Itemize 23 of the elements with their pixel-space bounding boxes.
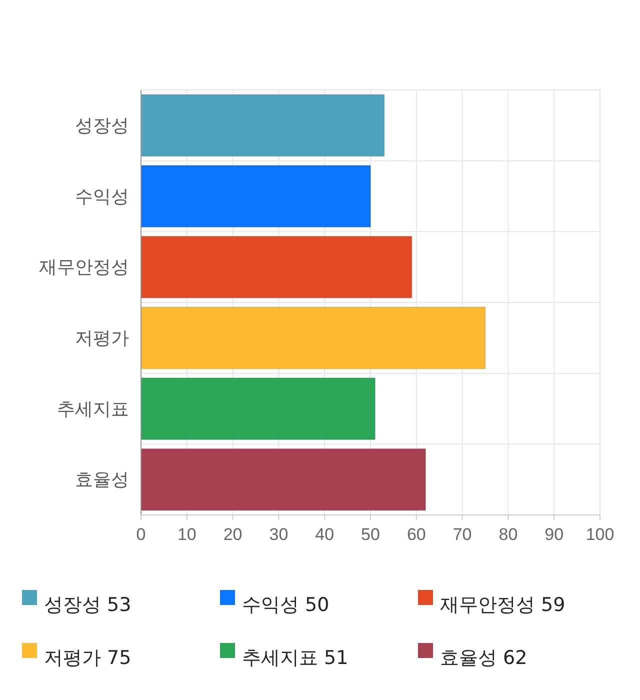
x-tick-label: 70 (452, 525, 472, 544)
legend-label: 성장성 53 (44, 594, 132, 616)
x-tick-label: 0 (136, 525, 146, 544)
x-tick-label: 20 (223, 525, 242, 544)
y-tick-label: 추세지표 (57, 398, 129, 420)
x-tick-label: 80 (498, 525, 518, 544)
legend-label: 추세지표 51 (242, 647, 348, 669)
x-tick-label: 50 (361, 525, 380, 544)
legend-label: 저평가 75 (44, 647, 132, 669)
legend-label: 효율성 62 (440, 647, 528, 669)
x-tick-label: 60 (406, 525, 426, 544)
y-tick-label: 성장성 (75, 115, 129, 136)
x-tick-label: 30 (269, 525, 288, 544)
y-tick-label: 저평가 (75, 328, 129, 349)
x-tick-label: 10 (177, 525, 196, 544)
legend-label: 수익성 50 (242, 594, 330, 616)
x-tick-label: 40 (315, 525, 334, 544)
y-tick-label: 수익성 (75, 186, 129, 208)
y-tick-label: 효율성 (75, 470, 129, 491)
legend-label: 재무안정성 59 (440, 594, 566, 616)
x-tick-label: 90 (544, 525, 564, 544)
x-tick-label: 100 (586, 525, 614, 544)
y-tick-label: 재무안정성 (39, 257, 129, 278)
